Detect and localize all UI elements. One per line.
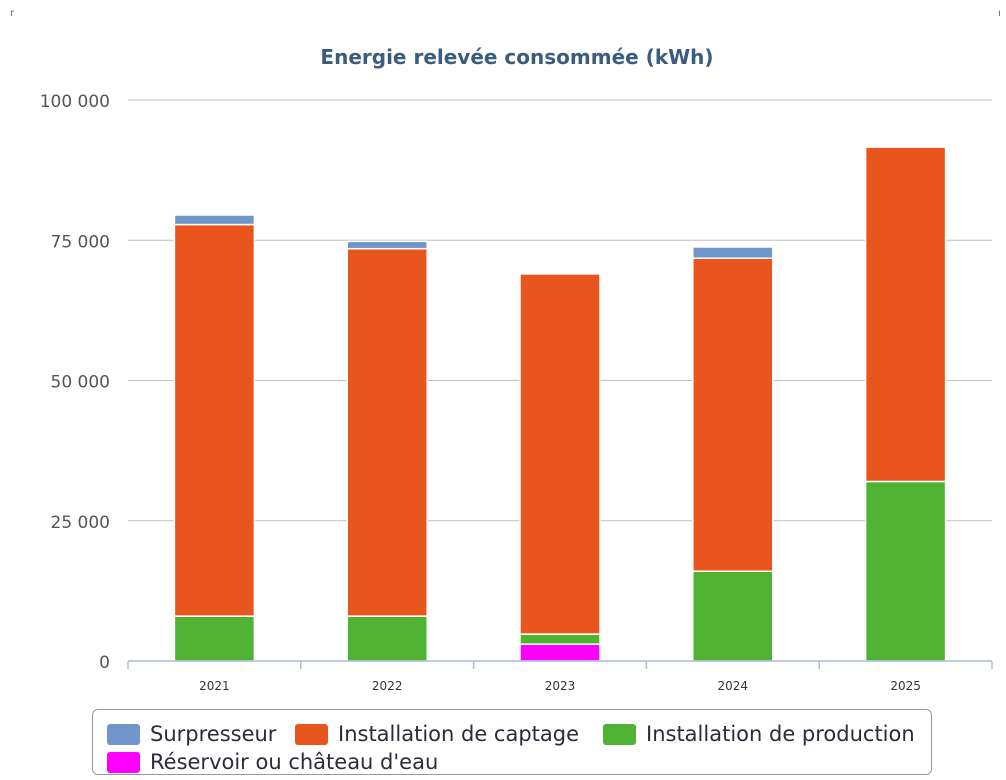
corner-mark-right: ı xyxy=(998,8,1001,19)
bar-segment xyxy=(864,480,947,662)
bar-segment xyxy=(346,615,428,662)
corner-mark-left: r xyxy=(10,8,15,19)
y-tick-label: 100 000 xyxy=(40,92,110,112)
x-axis: 2021 2022 2023 2024 2025 xyxy=(127,660,993,693)
legend-swatch xyxy=(107,751,140,773)
bar-segment xyxy=(519,643,601,662)
legend-item[interactable]: Installation de captage xyxy=(295,722,579,746)
y-axis-tick-labels: 0 25 000 50 000 75 000 100 000 xyxy=(40,92,110,673)
bar-segment xyxy=(692,257,774,572)
bar-segment xyxy=(519,633,601,645)
y-tick-label: 0 xyxy=(99,653,110,673)
x-tick-label: 2024 xyxy=(718,679,749,693)
legend-label: Réservoir ou château d'eau xyxy=(150,750,439,774)
legend-item[interactable]: Réservoir ou château d'eau xyxy=(107,750,438,774)
legend-item[interactable]: Surpresseur xyxy=(107,722,276,746)
bar-segment xyxy=(346,240,428,250)
y-tick-label: 25 000 xyxy=(51,513,110,533)
legend-swatch xyxy=(107,723,140,745)
x-tick-label: 2022 xyxy=(372,679,403,693)
x-tick-label: 2021 xyxy=(199,679,230,693)
legend-swatch xyxy=(295,723,328,745)
legend-item[interactable]: Installation de production xyxy=(603,722,915,746)
bars xyxy=(173,146,947,662)
bar-segment xyxy=(173,214,256,226)
legend-label: Installation de production xyxy=(646,722,915,746)
y-tick-label: 50 000 xyxy=(51,373,110,393)
bar-segment xyxy=(346,247,428,617)
chart-title: Energie relevée consommée (kWh) xyxy=(320,45,713,69)
bar-segment xyxy=(519,273,601,635)
y-tick-label: 75 000 xyxy=(51,232,110,252)
bar-segment xyxy=(173,615,256,662)
legend-label: Installation de captage xyxy=(338,722,580,746)
stacked-bar-chart: Energie relevée consommée (kWh) 0 25 000 5… xyxy=(40,45,993,693)
legend-label: Surpresseur xyxy=(150,722,277,746)
bar-segment xyxy=(692,246,774,259)
bar-segment xyxy=(173,223,256,617)
legend-swatch xyxy=(603,723,636,745)
legend: Surpresseur Installation de captage Instal… xyxy=(92,709,932,775)
bar-segment xyxy=(864,146,947,483)
x-tick-label: 2025 xyxy=(890,679,921,693)
bar-segment xyxy=(692,570,774,662)
x-tick-label: 2023 xyxy=(545,679,576,693)
